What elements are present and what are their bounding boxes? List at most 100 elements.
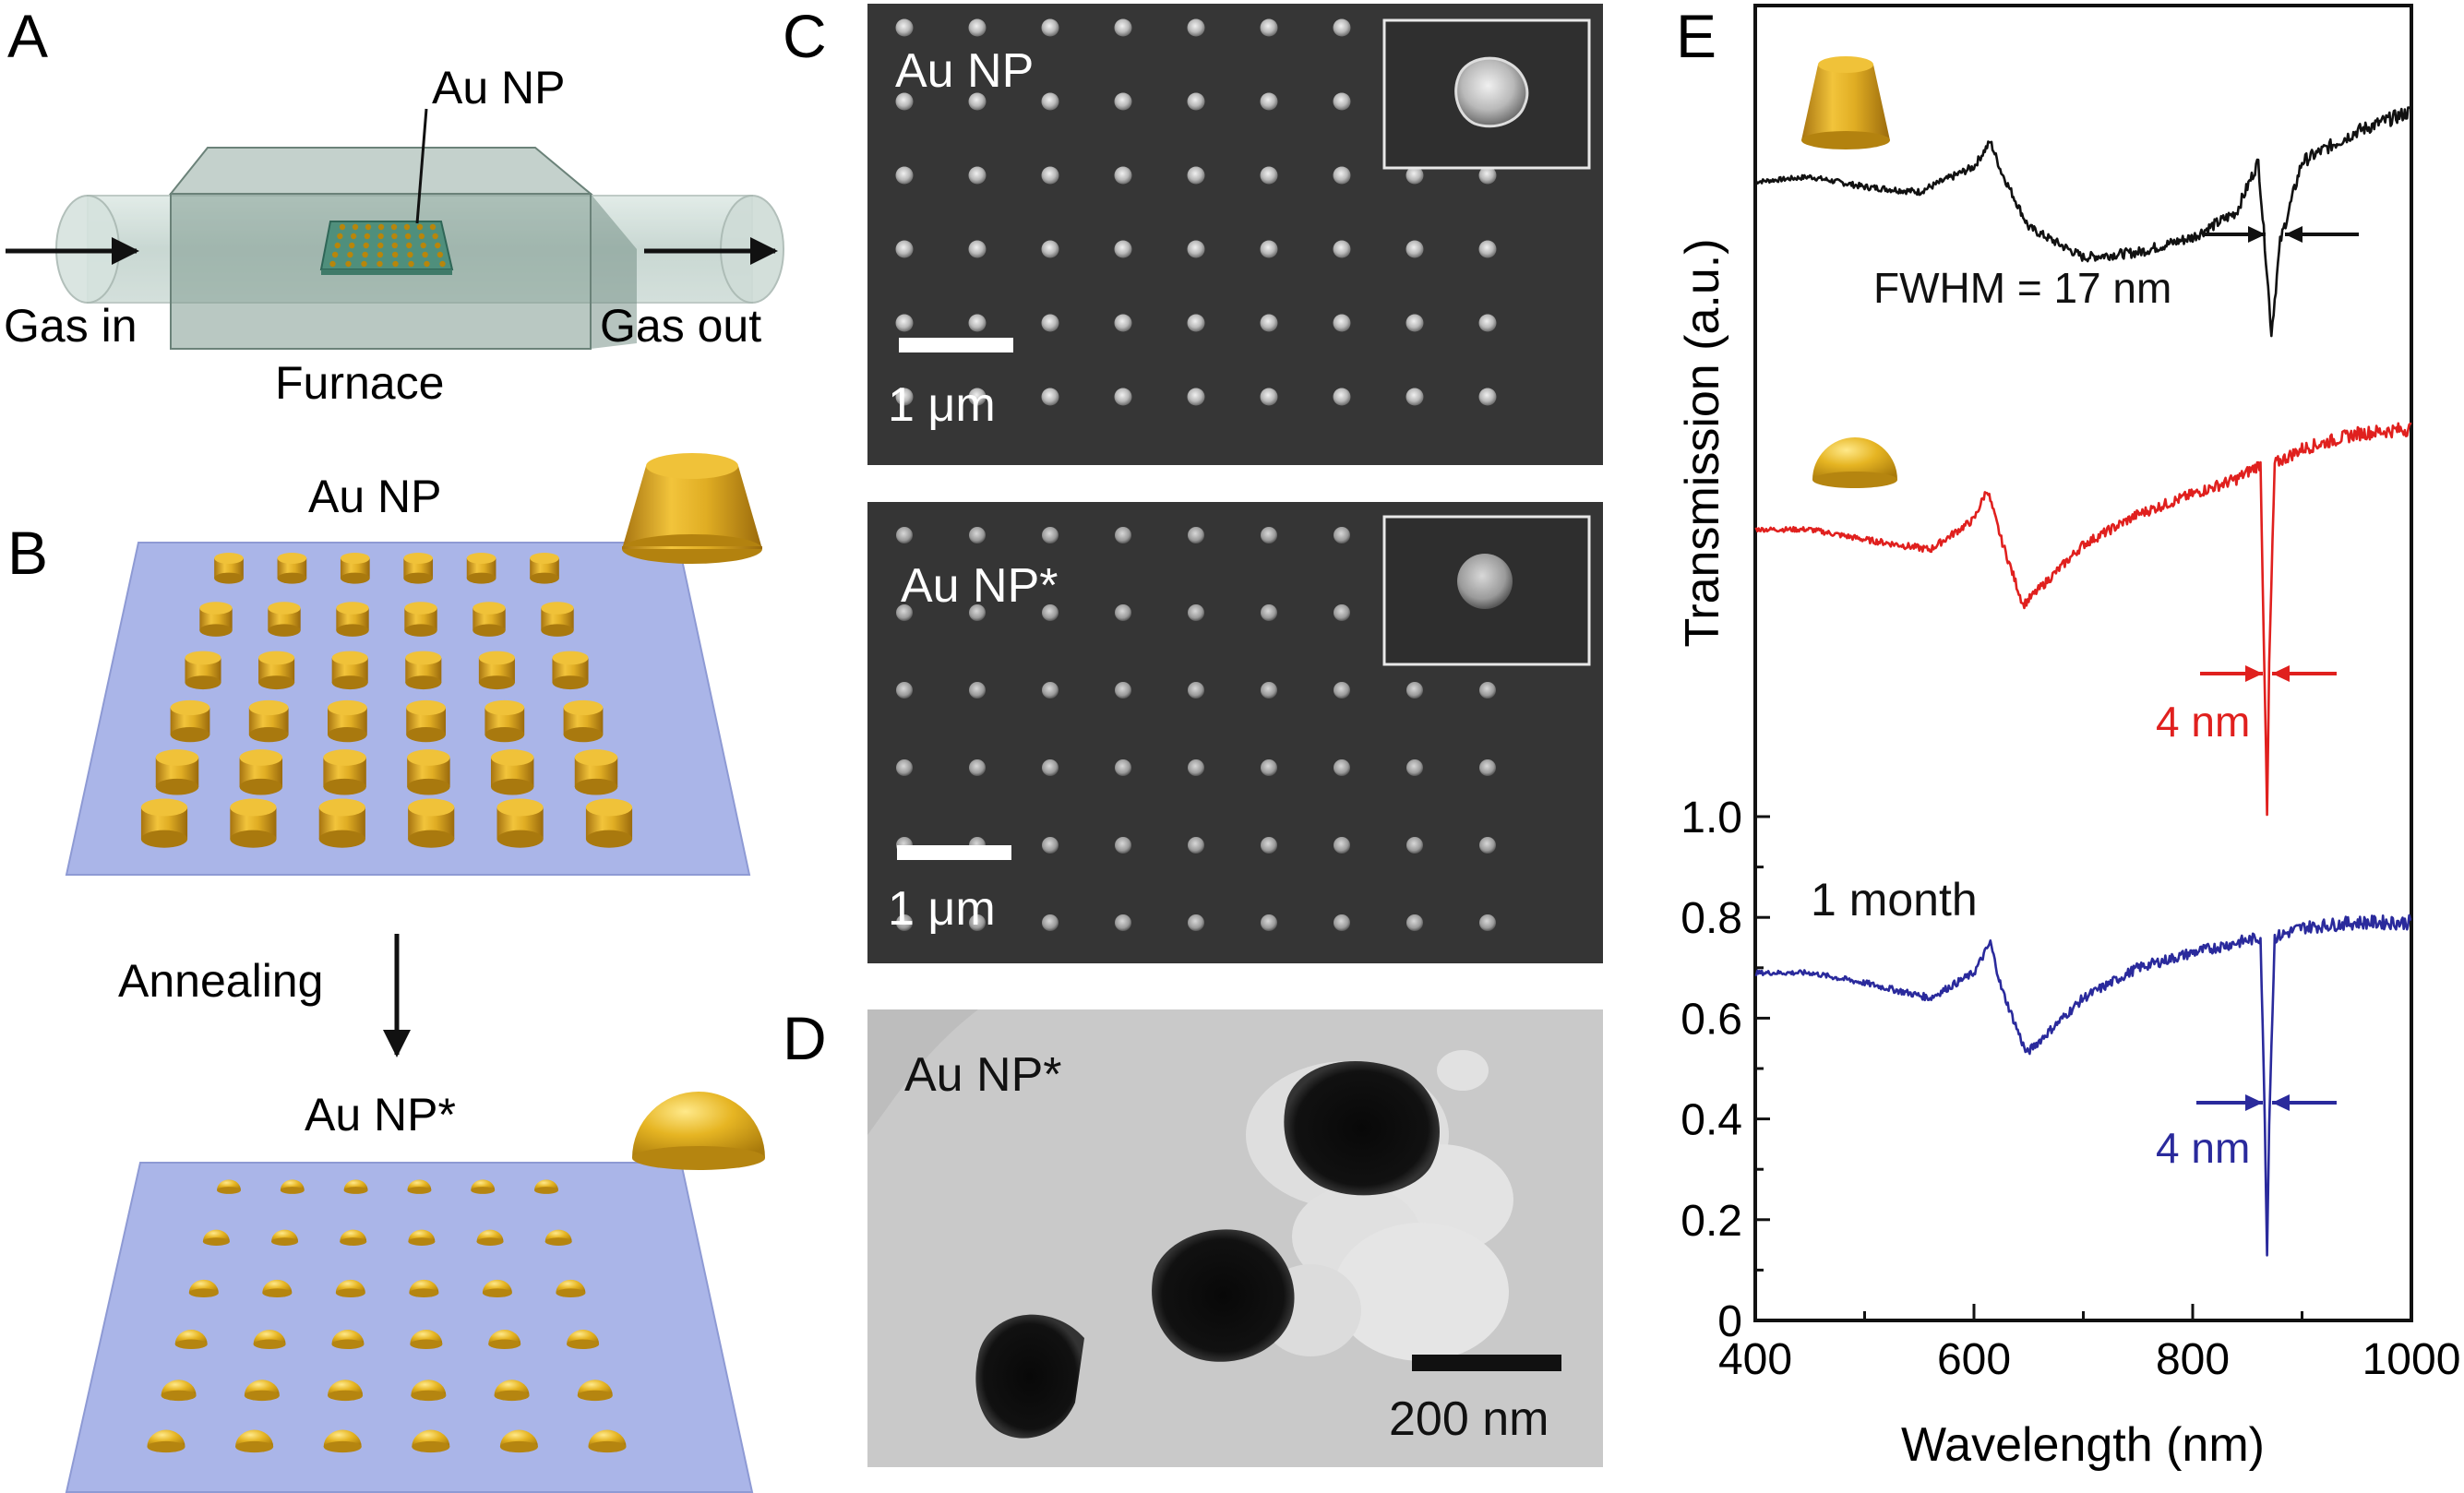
one-month-label: 1 month: [1811, 874, 1978, 926]
au-cylinder: [170, 699, 210, 743]
chip-dot: [347, 251, 353, 258]
chip-dot: [403, 223, 411, 231]
au-cylinder: [248, 699, 289, 743]
panel-letter-d: D: [783, 1004, 827, 1072]
sem-particle: [968, 92, 987, 111]
sem-particle: [1333, 166, 1351, 185]
fwhm-blue-label: 4 nm: [2156, 1124, 2250, 1172]
sem-particle: [1333, 240, 1351, 258]
au-cylinder: [478, 651, 515, 690]
au-cylinder: [541, 602, 574, 637]
sem-particle: [1333, 388, 1351, 406]
au-dome: [588, 1429, 627, 1453]
au-dome: [340, 1229, 367, 1246]
chip-dot: [432, 233, 438, 240]
sem-particle: [1114, 240, 1132, 258]
au-dome: [567, 1330, 600, 1350]
au-cylinder: [466, 552, 496, 584]
np-pointer-line: [415, 108, 428, 224]
au-dome: [407, 1179, 432, 1194]
au-np-top-label: Au NP: [308, 471, 442, 522]
panel-b: B Au NP Annealing Au NP*: [7, 453, 765, 1493]
sem-particle: [1187, 240, 1205, 258]
au-cylinder: [258, 651, 295, 690]
sem-particle: [1260, 388, 1278, 406]
sem-particle: [895, 314, 914, 332]
au-cylinder: [140, 798, 188, 848]
au-dome: [161, 1380, 197, 1402]
chip-dot: [362, 251, 368, 258]
chip-dot: [407, 251, 413, 258]
sem-particle: [1334, 914, 1350, 931]
chip-dot: [365, 223, 372, 231]
au-dome: [217, 1179, 241, 1194]
sem-particle: [1479, 759, 1496, 776]
au-dome: [335, 1279, 365, 1297]
series-lines: [1754, 106, 2413, 1257]
sem-particle: [1479, 682, 1496, 699]
au-np-label: Au NP: [432, 62, 566, 113]
y-tick-label: 0.6: [1681, 995, 1742, 1044]
sem-particle: [1260, 92, 1278, 111]
sem-particle: [1042, 682, 1059, 699]
au-dome: [271, 1229, 299, 1246]
sem-particle: [1405, 240, 1424, 258]
chip-dot: [416, 223, 424, 231]
au-dome: [202, 1229, 230, 1246]
tem-film-edge: [867, 1009, 978, 1135]
au-dome: [494, 1380, 530, 1402]
cylinder-icon: [622, 453, 762, 564]
sem-particle: [1334, 837, 1350, 854]
sem-particle: [1042, 914, 1059, 931]
chip-dot: [424, 260, 430, 268]
sem-particle: [1187, 388, 1205, 406]
panel-letter-a: A: [7, 2, 48, 70]
au-dome: [476, 1229, 504, 1246]
chip-dot: [391, 242, 398, 249]
scale-bar-bottom: [897, 845, 1011, 860]
au-cylinder: [472, 602, 506, 637]
sem-particle: [1042, 759, 1059, 776]
gas-out-label: Gas out: [600, 300, 761, 352]
sem-particle: [1260, 18, 1278, 37]
au-dome: [409, 1279, 439, 1297]
sem-particle: [1187, 92, 1205, 111]
chip-dot: [377, 251, 384, 258]
au-dome: [482, 1279, 512, 1297]
chip-dot: [339, 223, 346, 231]
x-tick-label: 600: [1937, 1335, 2011, 1384]
chip-dot: [422, 251, 428, 258]
au-dome: [323, 1429, 362, 1453]
chip-dot: [420, 242, 426, 249]
au-dome: [408, 1229, 436, 1246]
au-cylinder: [328, 699, 367, 743]
au-cylinder: [484, 699, 525, 743]
scale-bar-top: [899, 338, 1013, 352]
x-axis-label: Wavelength (nm): [1901, 1418, 2265, 1472]
chip-dot: [349, 242, 355, 249]
au-cylinder: [408, 798, 455, 848]
sem-particle: [968, 18, 987, 37]
au-dome: [577, 1380, 613, 1402]
sem-particle: [1261, 837, 1277, 854]
au-cylinder: [496, 798, 544, 848]
sem-top-label: Au NP: [895, 44, 1034, 98]
sem-particle: [1114, 314, 1132, 332]
au-dome: [188, 1279, 219, 1297]
sem-particle: [1115, 682, 1131, 699]
au-cylinder: [406, 699, 446, 743]
dome-icon-small: [1812, 437, 1897, 488]
au-dome: [556, 1279, 586, 1297]
sem-particle: [1187, 18, 1205, 37]
sem-particle: [1188, 759, 1204, 776]
panel-c: C Au NP 1 μm Au NP* 1 μm: [783, 2, 1603, 963]
sem-particle: [1041, 92, 1059, 111]
au-cylinder: [214, 552, 244, 584]
sem-particle: [1406, 914, 1423, 931]
sem-particle: [969, 527, 986, 543]
au-cylinder: [318, 798, 365, 848]
sem-particle: [1260, 240, 1278, 258]
au-dome: [328, 1380, 364, 1402]
au-cylinder: [404, 602, 437, 637]
